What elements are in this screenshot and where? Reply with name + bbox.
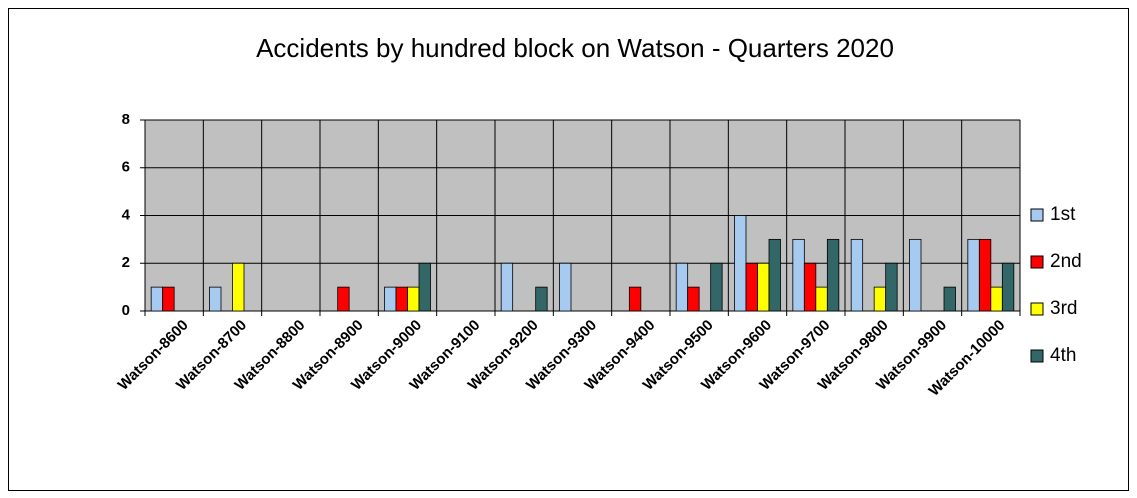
legend-label: 1st [1050, 204, 1076, 225]
bar [815, 286, 828, 312]
bar [150, 286, 164, 312]
bar [745, 262, 758, 312]
bar [978, 238, 992, 312]
bar [628, 286, 642, 312]
bar [1001, 262, 1015, 312]
bar [418, 262, 431, 312]
bar [990, 286, 1003, 312]
legend-label: 2nd [1050, 251, 1082, 272]
bar [734, 215, 747, 312]
bar [873, 286, 887, 312]
bar [757, 262, 770, 312]
bar [500, 262, 514, 312]
legend-swatch [1030, 349, 1044, 363]
bar [687, 286, 700, 312]
bar [826, 238, 840, 312]
bar [768, 238, 781, 312]
legend-swatch [1030, 208, 1044, 222]
y-tick-label: 0 [122, 302, 130, 319]
bar [710, 262, 723, 312]
y-tick-label: 4 [122, 206, 131, 223]
bar [792, 238, 805, 312]
bar [395, 286, 408, 312]
bar [407, 286, 420, 312]
bar [162, 286, 175, 312]
bar [803, 262, 817, 312]
bar [885, 262, 898, 312]
y-tick-label: 6 [122, 159, 130, 176]
y-tick-label: 2 [122, 254, 130, 271]
bar [337, 286, 350, 312]
bar [943, 286, 956, 312]
legend-label: 4th [1050, 345, 1076, 366]
bar [384, 286, 397, 312]
y-tick-label: 8 [122, 111, 130, 128]
bar [559, 262, 572, 312]
bar [967, 238, 980, 312]
bar [850, 238, 864, 312]
bar [675, 262, 689, 312]
chart-title: Accidents by hundred block on Watson - Q… [256, 33, 894, 63]
bar [535, 286, 548, 312]
legend-swatch [1030, 302, 1044, 316]
bar [232, 262, 245, 312]
legend-label: 3rd [1050, 298, 1077, 319]
bar [209, 286, 222, 312]
bar [909, 238, 922, 312]
legend-swatch [1030, 255, 1044, 269]
